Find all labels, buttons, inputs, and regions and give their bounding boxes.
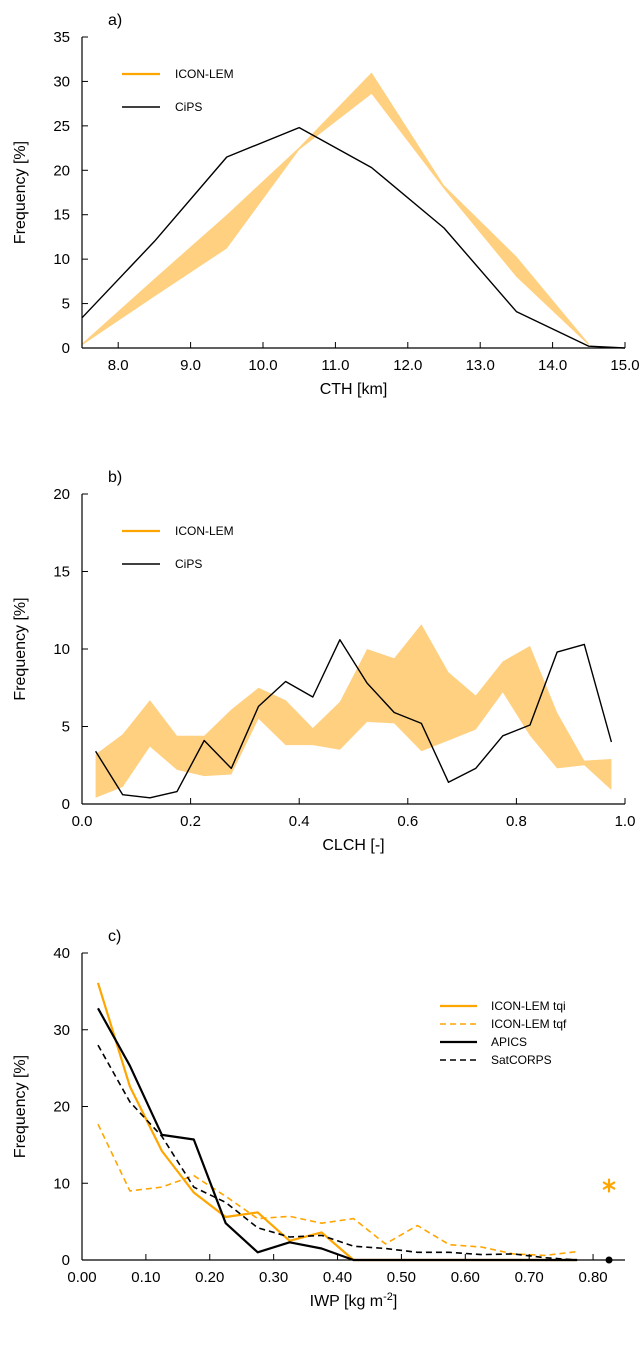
x-tick-label: 0.40 <box>323 1269 352 1286</box>
x-tick-label: 0.6 <box>397 813 418 830</box>
y-axis-title: Frequency [%] <box>12 141 29 244</box>
band-icon-lem <box>95 624 612 798</box>
panel-b: 0 5 10 15 20 0.0 0.2 0.4 0.6 0.8 1.0 b) Frequency [%… <box>12 469 635 854</box>
y-tick-label: 5 <box>62 719 70 736</box>
panel-label: b) <box>108 469 122 486</box>
x-tick-label: 0.10 <box>131 1269 160 1286</box>
x-axis-title-end: ] <box>393 1293 397 1310</box>
legend-label: ICON-LEM tqf <box>491 1017 567 1031</box>
y-tick-label: 35 <box>53 29 70 46</box>
y-tick-label: 20 <box>53 486 70 503</box>
y-tick-label: 30 <box>53 1022 70 1039</box>
x-tick-label: 13.0 <box>466 357 495 374</box>
band-icon-lem <box>82 72 589 346</box>
legend-label: ICON-LEM <box>175 524 234 538</box>
y-tick-label: 0 <box>62 1252 70 1269</box>
legend-label: CiPS <box>175 557 202 571</box>
series-line-3 <box>97 1044 578 1261</box>
x-tick-label: 0.80 <box>578 1269 607 1286</box>
y-tick-label: 40 <box>53 945 70 962</box>
x-tick-label: 0.70 <box>515 1269 544 1286</box>
x-tick-label: 14.0 <box>538 357 567 374</box>
y-tick-label: 0 <box>62 340 70 357</box>
legend-label: CiPS <box>175 100 202 114</box>
x-tick-label: 0.50 <box>387 1269 416 1286</box>
y-tick-label: 5 <box>62 296 70 313</box>
legend: ICON-LEM CiPS <box>122 67 234 114</box>
panel-label: c) <box>108 928 121 945</box>
legend: ICON-LEM tqi ICON-LEM tqf APICS SatCORPS <box>440 999 567 1067</box>
x-tick-label: 9.0 <box>180 357 201 374</box>
x-axis-title: IWP [kg m-2] <box>310 1291 398 1310</box>
legend-label: ICON-LEM <box>175 67 234 81</box>
y-tick-label: 20 <box>53 1099 70 1116</box>
legend-label: APICS <box>491 1035 527 1049</box>
panel-a: 0 5 10 15 20 25 30 35 8.0 9.0 10.0 11.0 12.0 13.0 14.0… <box>12 12 640 398</box>
y-tick-label: 30 <box>53 73 70 90</box>
x-tick-label: 10.0 <box>248 357 277 374</box>
y-tick-label: 20 <box>53 162 70 179</box>
x-tick-label: 0.00 <box>67 1269 96 1286</box>
y-tick-label: 15 <box>53 207 70 224</box>
x-tick-label: 0.30 <box>259 1269 288 1286</box>
series-line-1 <box>97 1123 578 1257</box>
x-axis-title-main: IWP [kg m <box>310 1293 384 1310</box>
y-tick-label: 25 <box>53 118 70 135</box>
legend: ICON-LEM CiPS <box>122 524 234 571</box>
x-tick-label: 15.0 <box>610 357 639 374</box>
series-line-0 <box>81 126 626 349</box>
x-tick-label: 12.0 <box>393 357 422 374</box>
legend-label: ICON-LEM tqi <box>491 999 566 1013</box>
y-tick-label: 10 <box>53 251 70 268</box>
asterisk-marker <box>602 1178 616 1193</box>
x-tick-label: 0.4 <box>289 813 310 830</box>
x-tick-label: 8.0 <box>108 357 129 374</box>
x-tick-label: 0.2 <box>180 813 201 830</box>
y-axis-title: Frequency [%] <box>12 597 29 700</box>
y-tick-label: 0 <box>62 796 70 813</box>
x-tick-label: 1.0 <box>615 813 636 830</box>
series-line-0 <box>95 639 613 799</box>
y-tick-label: 10 <box>53 1175 70 1192</box>
x-axis-title: CLCH [-] <box>322 837 384 854</box>
panel-c: 0 10 20 30 40 0.00 0.10 0.20 0.30 0.40 0.50 0.60 0.7… <box>12 928 625 1310</box>
x-axis-title-sup: -2 <box>383 1291 393 1303</box>
y-axis-title: Frequency [%] <box>12 1055 29 1158</box>
x-tick-label: 0.60 <box>451 1269 480 1286</box>
y-tick-label: 15 <box>53 564 70 581</box>
y-tick-label: 10 <box>53 641 70 658</box>
asterisk-stroke <box>602 1181 616 1190</box>
x-tick-label: 0.8 <box>506 813 527 830</box>
x-tick-label: 11.0 <box>321 357 349 374</box>
x-tick-label: 0.20 <box>195 1269 224 1286</box>
panel-label: a) <box>108 12 122 29</box>
x-tick-label: 0.0 <box>72 813 93 830</box>
x-axis-title: CTH [km] <box>320 381 388 398</box>
legend-label: SatCORPS <box>491 1053 552 1067</box>
